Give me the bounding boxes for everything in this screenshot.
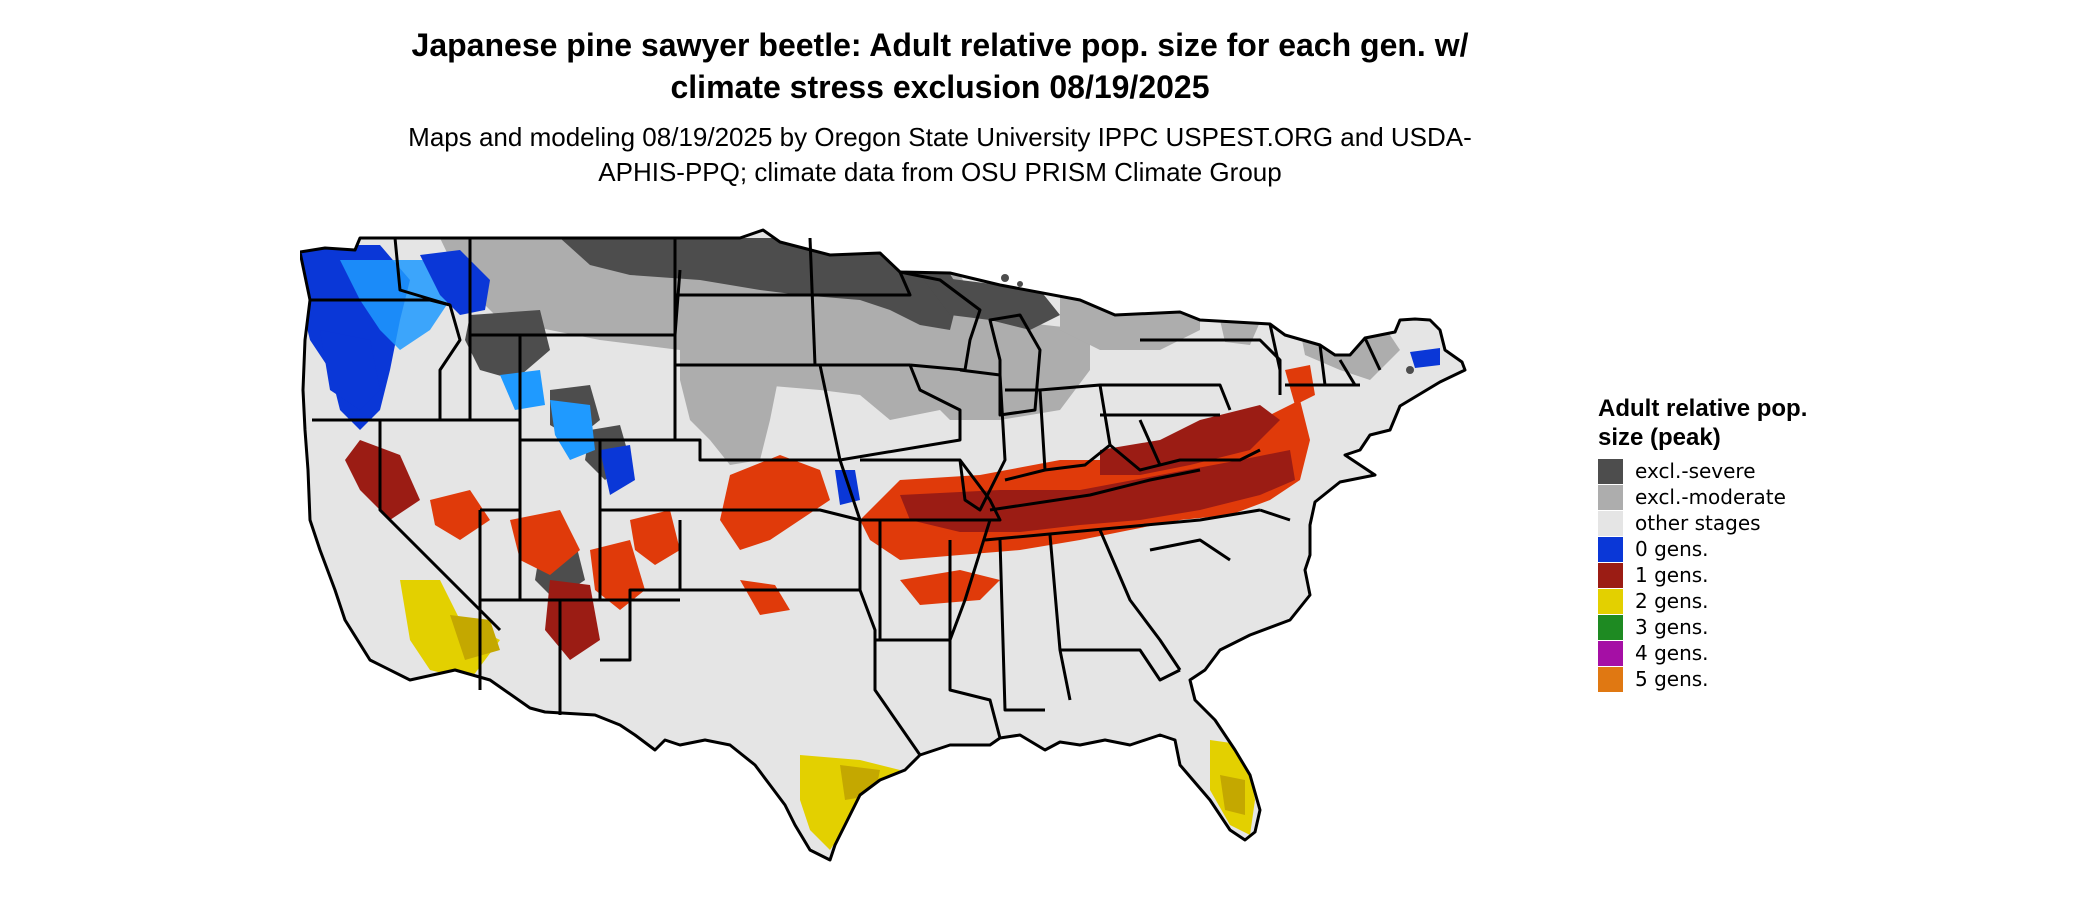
legend-items: excl.-severe excl.-moderate other stages 0 … xyxy=(1598,458,1818,692)
legend-item: 1 gens. xyxy=(1598,562,1818,588)
legend-item: 3 gens. xyxy=(1598,614,1818,640)
legend-item: 0 gens. xyxy=(1598,536,1818,562)
legend-item: 2 gens. xyxy=(1598,588,1818,614)
legend-label: 1 gens. xyxy=(1635,563,1709,587)
state-borders xyxy=(300,228,1467,862)
legend-item: other stages xyxy=(1598,510,1818,536)
legend-item: 4 gens. xyxy=(1598,640,1818,666)
map-title: Japanese pine sawyer beetle: Adult relat… xyxy=(411,27,1469,105)
legend-swatch xyxy=(1598,562,1623,588)
legend-swatch xyxy=(1598,536,1623,562)
zero-gens-regions xyxy=(300,245,1440,505)
legend-swatch xyxy=(1598,588,1623,614)
legend-label: 3 gens. xyxy=(1635,615,1709,639)
legend-label: 2 gens. xyxy=(1635,589,1709,613)
legend-title: Adult relative pop. size (peak) xyxy=(1598,395,1808,451)
legend-swatch xyxy=(1598,666,1623,692)
legend-swatch xyxy=(1598,614,1623,640)
legend-label: 5 gens. xyxy=(1635,667,1709,691)
legend-label: 0 gens. xyxy=(1635,537,1709,561)
legend-item: 5 gens. xyxy=(1598,666,1818,692)
legend-label: excl.-moderate xyxy=(1635,485,1786,509)
legend: Adult relative pop. size (peak) excl.-se… xyxy=(1598,394,1818,692)
legend-item: excl.-moderate xyxy=(1598,484,1818,510)
legend-swatch xyxy=(1598,640,1623,666)
legend-label: 4 gens. xyxy=(1635,641,1709,665)
legend-swatch xyxy=(1598,484,1623,510)
legend-swatch xyxy=(1598,458,1623,484)
coastal-islands xyxy=(1001,274,1414,374)
us-map xyxy=(300,228,1467,862)
legend-label: other stages xyxy=(1635,511,1761,535)
map-subtitle: Maps and modeling 08/19/2025 by Oregon S… xyxy=(408,122,1472,187)
legend-label: excl.-severe xyxy=(1635,459,1756,483)
legend-swatch xyxy=(1598,510,1623,536)
legend-item: excl.-severe xyxy=(1598,458,1818,484)
two-gen-regions xyxy=(400,580,1255,850)
